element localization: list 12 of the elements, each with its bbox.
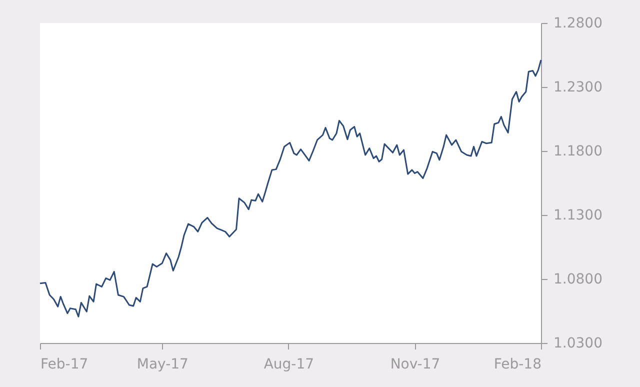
x-tick-label: May-17 — [136, 356, 188, 372]
x-tick-label: Aug-17 — [264, 356, 314, 372]
x-tick-label: Feb-18 — [494, 356, 542, 372]
line-series — [39, 59, 542, 318]
y-tick-label: 1.0800 — [554, 272, 602, 288]
x-tick-label: Feb-17 — [40, 356, 88, 372]
y-tick-label: 1.2800 — [554, 16, 602, 32]
y-tick-label: 1.2300 — [554, 80, 602, 96]
x-tick-label: Nov-17 — [390, 356, 440, 372]
y-tick-label: 1.0300 — [554, 336, 602, 352]
y-tick-label: 1.1800 — [554, 144, 602, 160]
y-tick-label: 1.1300 — [554, 208, 602, 224]
